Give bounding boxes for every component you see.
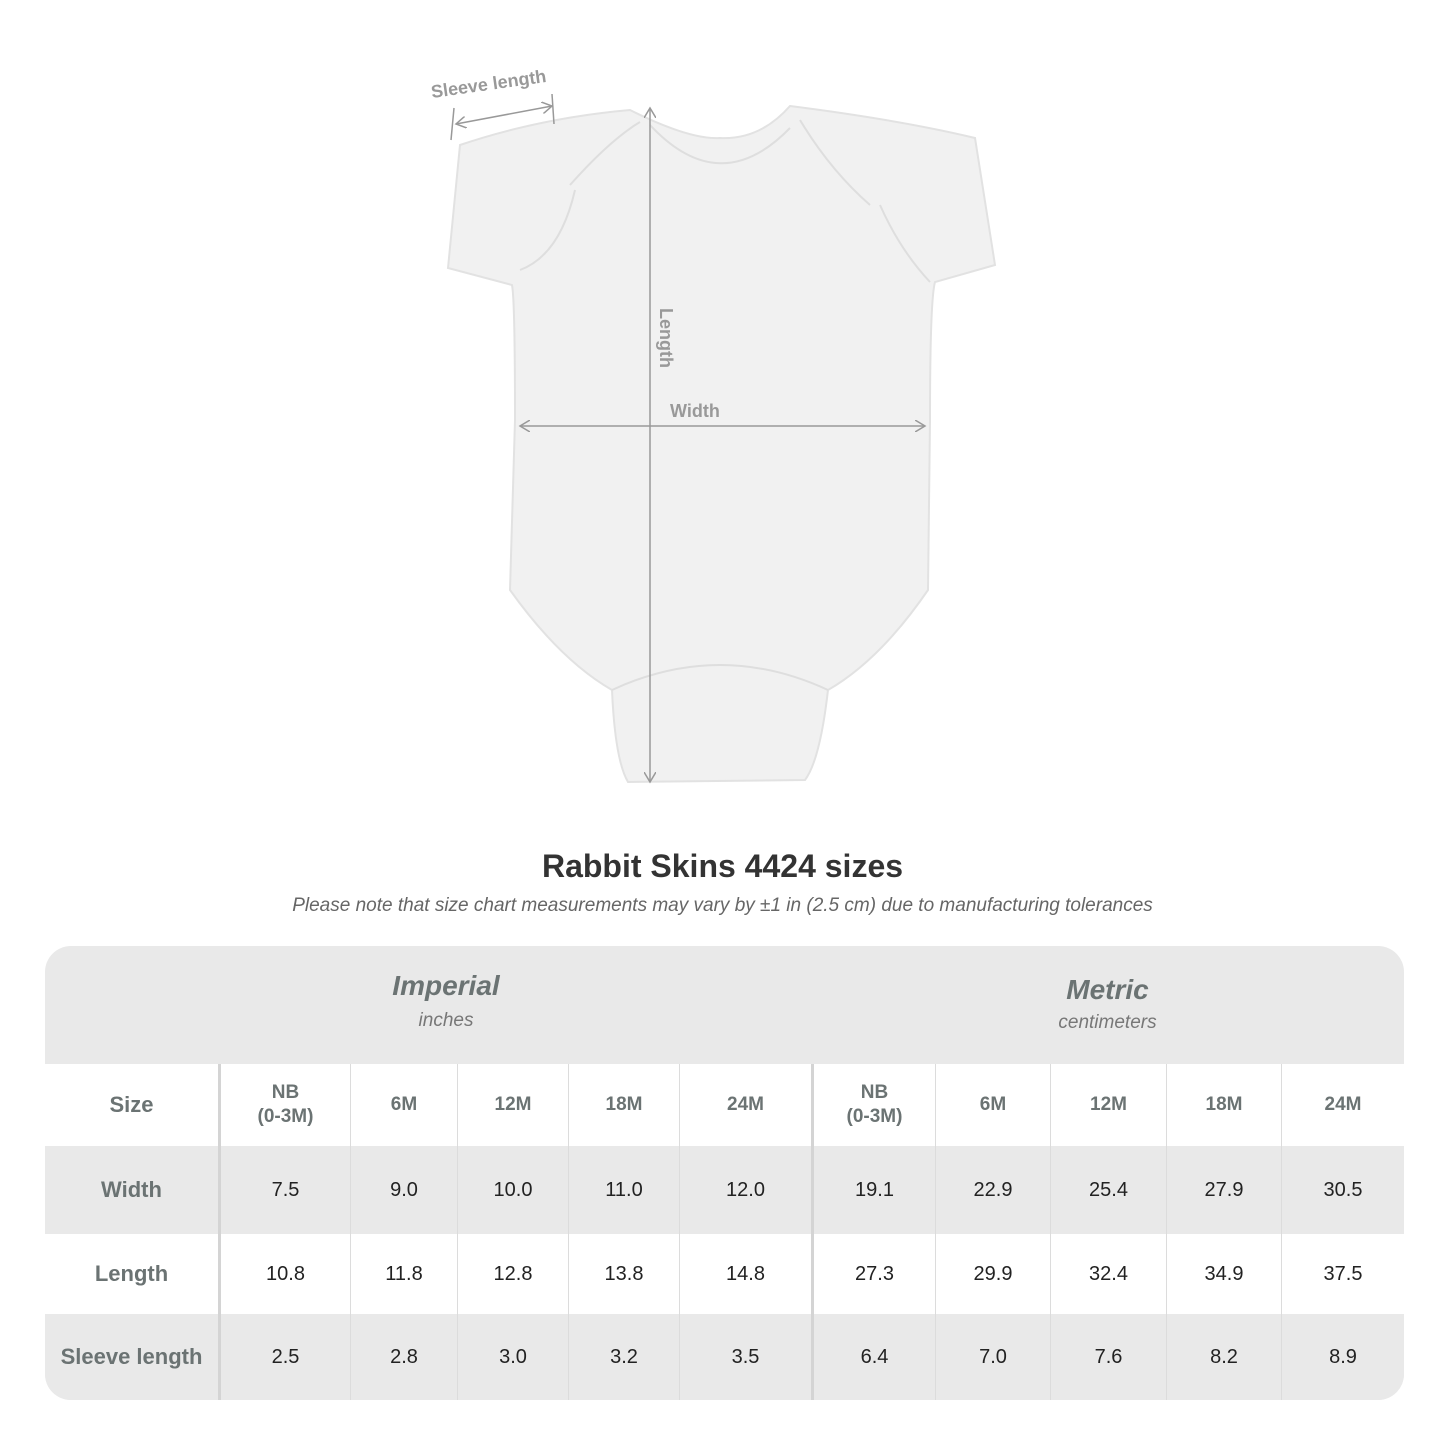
measurement-cell: 3.2 — [568, 1314, 679, 1400]
size-header-row: Size NB (0-3M) 6M 12M 18M 24M NB (0-3M) 6M 12M 18… — [45, 1064, 1404, 1146]
measurement-cell: 10.0 — [457, 1146, 568, 1234]
measurement-cell: 30.5 — [1281, 1146, 1404, 1234]
measurement-cell: 27.3 — [811, 1234, 935, 1314]
size-header: 6M — [935, 1064, 1050, 1146]
measurement-cell: 27.9 — [1166, 1146, 1281, 1234]
measurement-cell: 7.0 — [935, 1314, 1050, 1400]
measurement-cell: 2.8 — [350, 1314, 457, 1400]
measurement-cell: 34.9 — [1166, 1234, 1281, 1314]
measurement-cell: 12.0 — [679, 1146, 811, 1234]
measurement-cell: 11.8 — [350, 1234, 457, 1314]
size-table: Imperial inches Metric centimeters Size N… — [45, 946, 1404, 1400]
sleeve-length-label: Sleeve length — [430, 66, 548, 102]
measurement-cell: 12.8 — [457, 1234, 568, 1314]
row-label: Length — [94, 1261, 169, 1286]
measurement-cell: 9.0 — [350, 1146, 457, 1234]
measurement-cell: 32.4 — [1050, 1234, 1166, 1314]
measurement-cell: 3.0 — [457, 1314, 568, 1400]
size-label: Size — [109, 1092, 154, 1117]
row-label: Width — [101, 1177, 162, 1202]
size-header: 12M — [457, 1064, 568, 1146]
size-header: 12M — [1050, 1064, 1166, 1146]
measurement-cell: 10.8 — [218, 1234, 350, 1314]
size-header: 24M — [1281, 1064, 1404, 1146]
table-row: Width 7.5 9.0 10.0 11.0 12.0 19.1 22.9 25.4 27.9 3… — [45, 1146, 1404, 1234]
metric-title: Metric — [1066, 974, 1149, 1005]
chart-title: Rabbit Skins 4424 sizes — [541, 848, 904, 884]
measurement-cell: 8.2 — [1166, 1314, 1281, 1400]
metric-header: Metric centimeters — [811, 946, 1404, 1064]
measurement-cell: 2.5 — [218, 1314, 350, 1400]
measurement-cell: 8.9 — [1281, 1314, 1404, 1400]
bodysuit-shape — [446, 104, 997, 784]
measurement-cell: 19.1 — [811, 1146, 935, 1234]
size-header: 6M — [350, 1064, 457, 1146]
measurement-cell: 13.8 — [568, 1234, 679, 1314]
measurement-cell: 25.4 — [1050, 1146, 1166, 1234]
length-label: Length — [656, 308, 676, 368]
measurement-cell: 6.4 — [811, 1314, 935, 1400]
bodysuit-diagram: Sleeve length Length Width — [430, 66, 997, 820]
size-header: NB (0-3M) — [811, 1064, 935, 1146]
width-label: Width — [670, 401, 720, 421]
size-header: 18M — [1166, 1064, 1281, 1146]
imperial-title: Imperial — [392, 970, 500, 1001]
measurement-cell: 22.9 — [935, 1146, 1050, 1234]
measurement-cell: 14.8 — [679, 1234, 811, 1314]
size-header: NB (0-3M) — [218, 1064, 350, 1146]
size-header: 18M — [568, 1064, 679, 1146]
measurement-cell: 37.5 — [1281, 1234, 1404, 1314]
imperial-header: Imperial inches — [218, 946, 674, 1064]
imperial-unit: inches — [418, 1010, 474, 1031]
table-row: Sleeve length 2.5 2.8 3.0 3.2 3.5 6.4 7.0 7.6 8.2… — [45, 1314, 1404, 1400]
measurement-cell: 11.0 — [568, 1146, 679, 1234]
measurement-cell: 7.6 — [1050, 1314, 1166, 1400]
row-label: Sleeve length — [60, 1344, 203, 1369]
table-row: Length 10.8 11.8 12.8 13.8 14.8 27.3 29.9 32.4 34… — [45, 1234, 1404, 1314]
measurement-cell: 29.9 — [935, 1234, 1050, 1314]
tolerance-note: Please note that size chart measurements… — [292, 895, 1153, 916]
measurement-cell: 3.5 — [679, 1314, 811, 1400]
measurement-cell: 7.5 — [218, 1146, 350, 1234]
metric-unit: centimeters — [1058, 1012, 1157, 1033]
size-header: 24M — [679, 1064, 811, 1146]
sleeve-measure-line — [456, 106, 552, 124]
